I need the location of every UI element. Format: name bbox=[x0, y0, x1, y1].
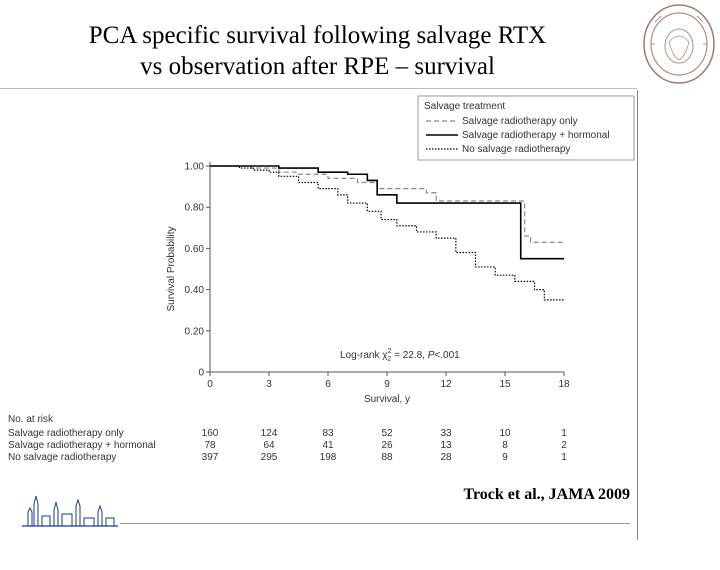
x-axis-label: Survival, y bbox=[364, 394, 410, 405]
at-risk-value: 78 bbox=[204, 440, 216, 451]
legend-title: Salvage treatment bbox=[424, 101, 505, 112]
y-tick-label: 0 bbox=[198, 368, 204, 379]
at-risk-value: 64 bbox=[263, 440, 275, 451]
at-risk-value: 160 bbox=[202, 428, 219, 439]
at-risk-value: 33 bbox=[440, 428, 452, 439]
series-line-1 bbox=[210, 165, 564, 260]
survival-chart: 00.200.400.600.801.000 3 6 9 12 15 18Survival,… bbox=[8, 95, 635, 463]
y-tick-label: 0.20 bbox=[185, 326, 205, 337]
x-tick-label: 15 bbox=[499, 379, 511, 390]
y-tick-label: 1.00 bbox=[185, 162, 205, 173]
y-tick-label: 0.40 bbox=[185, 285, 205, 296]
at-risk-value: 13 bbox=[440, 440, 452, 451]
at-risk-value: 10 bbox=[499, 428, 511, 439]
x-tick-label: 6 bbox=[325, 379, 331, 390]
university-seal-icon bbox=[643, 4, 715, 84]
x-tick-label: 0 bbox=[207, 379, 213, 390]
legend-entry: Salvage radiotherapy only bbox=[462, 116, 578, 127]
x-tick-label: 9 bbox=[384, 379, 390, 390]
at-risk-value: 9 bbox=[502, 452, 508, 463]
y-tick-label: 0.80 bbox=[185, 203, 205, 214]
legend-entry: No salvage radiotherapy bbox=[462, 144, 570, 155]
y-tick-label: 0.60 bbox=[185, 244, 205, 255]
citation: Trock et al., JAMA 2009 bbox=[463, 486, 631, 503]
legend-entry: Salvage radiotherapy + hormonal bbox=[462, 130, 610, 141]
title-divider bbox=[0, 88, 637, 89]
title-line-2: vs observation after RPE – survival bbox=[140, 53, 495, 80]
at-risk-value: 88 bbox=[381, 452, 393, 463]
at-risk-value: 198 bbox=[320, 452, 337, 463]
at-risk-row-label: Salvage radiotherapy only bbox=[8, 428, 124, 439]
footer-divider bbox=[120, 523, 630, 524]
at-risk-value: 28 bbox=[440, 452, 452, 463]
at-risk-row-label: Salvage radiotherapy + hormonal bbox=[8, 440, 156, 451]
y-axis-label: Survival Probability bbox=[166, 226, 177, 311]
at-risk-value: 2 bbox=[561, 440, 567, 451]
at-risk-value: 52 bbox=[381, 428, 393, 439]
x-tick-label: 3 bbox=[266, 379, 272, 390]
slide-title: PCA specific survival following salvage … bbox=[0, 20, 635, 82]
at-risk-value: 397 bbox=[202, 452, 219, 463]
at-risk-value: 124 bbox=[261, 428, 278, 439]
city-skyline-icon bbox=[22, 495, 118, 527]
at-risk-value: 1 bbox=[561, 452, 567, 463]
at-risk-value: 295 bbox=[261, 452, 278, 463]
right-divider bbox=[637, 90, 638, 540]
at-risk-value: 41 bbox=[322, 440, 334, 451]
series-line-0 bbox=[210, 165, 564, 243]
at-risk-header: No. at risk bbox=[8, 414, 54, 425]
at-risk-value: 8 bbox=[502, 440, 508, 451]
log-rank-annotation: Log-rank χ2 2 = 22.8, P<.001 bbox=[340, 348, 460, 363]
x-tick-label: 12 bbox=[440, 379, 452, 390]
series-line-2 bbox=[210, 165, 564, 301]
at-risk-row-label: No salvage radiotherapy bbox=[8, 452, 116, 463]
x-tick-label: 18 bbox=[558, 379, 570, 390]
title-line-1: PCA specific survival following salvage … bbox=[88, 22, 547, 49]
at-risk-value: 26 bbox=[381, 440, 393, 451]
at-risk-value: 83 bbox=[322, 428, 334, 439]
at-risk-value: 1 bbox=[561, 428, 567, 439]
